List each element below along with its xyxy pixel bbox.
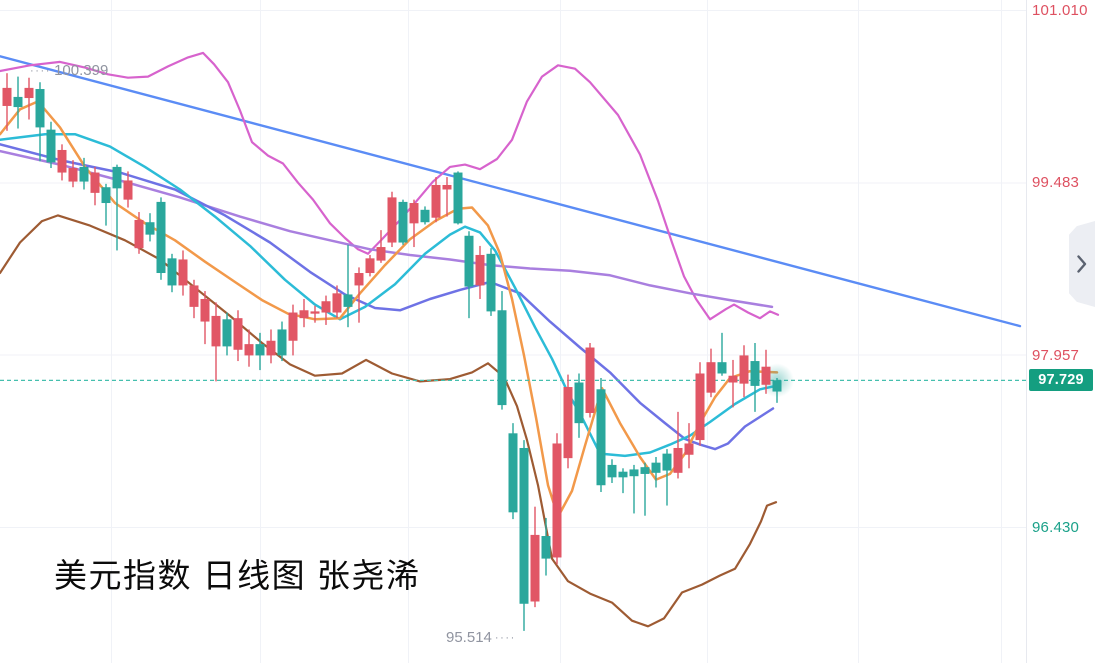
candle [629, 464, 639, 514]
candle [618, 468, 628, 494]
candle [739, 345, 749, 398]
candle [453, 171, 463, 225]
candle [354, 267, 364, 323]
high-price-text: 100.399 [54, 61, 109, 79]
axis-price-label: 96.430 [1032, 519, 1080, 536]
candle [640, 462, 650, 516]
chart-watermark-title: 美元指数 日线图 张尧浠 [54, 557, 421, 594]
candle [695, 362, 705, 446]
candle [530, 506, 540, 608]
candle [211, 302, 221, 382]
candle [596, 377, 606, 493]
candle [134, 212, 144, 254]
candle [244, 329, 254, 367]
candle [772, 377, 782, 403]
candle [332, 285, 342, 319]
overlay-ma-mid-cyan[interactable] [0, 132, 778, 458]
candle [728, 359, 738, 408]
candle [607, 459, 617, 483]
candle [497, 291, 507, 410]
candle [442, 177, 452, 217]
candle [563, 374, 573, 469]
candle [233, 310, 243, 362]
candle [35, 82, 45, 162]
overlay-ma-long-purple[interactable] [0, 149, 774, 309]
candle [464, 231, 474, 319]
candle [431, 177, 441, 223]
candle [13, 76, 23, 129]
high-price-annotation: ···· 100.399 [30, 62, 108, 79]
low-price-text: 95.514 [446, 629, 492, 647]
candles [2, 73, 782, 631]
candle [90, 166, 100, 206]
candle [398, 199, 408, 245]
candle [101, 183, 111, 226]
axis-price-label: 97.957 [1032, 346, 1080, 364]
candle [255, 332, 265, 371]
candle [112, 164, 122, 251]
candle [46, 121, 56, 169]
candle [156, 197, 166, 280]
candle [310, 305, 320, 323]
candlestick-chart[interactable] [0, 0, 1026, 663]
candle [376, 230, 386, 263]
candle [409, 199, 419, 248]
candle [420, 206, 430, 225]
candle [662, 449, 672, 506]
candle [266, 329, 276, 364]
dotted-line-stub: ···· [494, 632, 516, 645]
candle [178, 250, 188, 296]
candle [585, 343, 595, 418]
candle [750, 343, 760, 412]
candle [222, 312, 232, 356]
candle [508, 423, 518, 520]
candle [321, 295, 331, 325]
candle [651, 457, 661, 488]
candle [167, 253, 177, 293]
candle [288, 304, 298, 356]
candle [673, 411, 683, 479]
candle [574, 373, 584, 438]
candle [365, 254, 375, 277]
candle [387, 191, 397, 248]
chevron-right-icon [1077, 255, 1087, 273]
overlay-ma-slow-indigo[interactable] [0, 143, 775, 451]
dotted-line-stub: ···· [30, 64, 52, 77]
candle [68, 160, 78, 188]
candle [79, 157, 89, 190]
panel-expand-tab[interactable] [1069, 221, 1095, 307]
candle [299, 298, 309, 328]
candle [57, 144, 67, 181]
last-price-badge: 97.729 [1029, 369, 1093, 392]
candle [717, 332, 727, 376]
candle [552, 433, 562, 565]
candle [2, 73, 12, 131]
candle [541, 517, 551, 576]
overlay-lower-band[interactable] [0, 214, 778, 628]
candle [200, 291, 210, 345]
price-axis[interactable]: 97.729 101.010 99.483 97.957 96.430 [1026, 0, 1095, 663]
candle [123, 171, 133, 208]
candle [706, 348, 716, 398]
candle [277, 321, 287, 362]
candle [189, 279, 199, 319]
axis-price-label: 99.483 [1032, 174, 1080, 192]
candle [343, 244, 353, 328]
candle [761, 349, 771, 394]
low-price-annotation: 95.514 ···· [446, 629, 516, 646]
candle [486, 248, 496, 316]
axis-price-label: 101.010 [1032, 2, 1088, 19]
candle [684, 423, 694, 469]
candle [24, 77, 34, 120]
candle [475, 245, 485, 299]
overlay-trendline[interactable] [0, 55, 1022, 328]
candle [519, 440, 529, 631]
candle [145, 213, 155, 242]
